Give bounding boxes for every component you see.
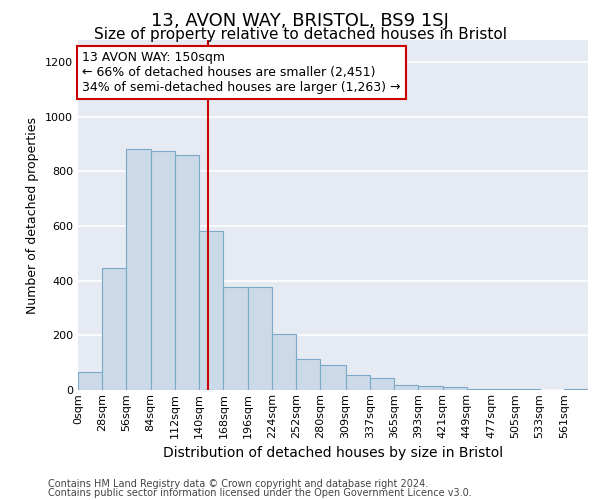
Bar bbox=[320, 366, 346, 390]
Bar bbox=[296, 358, 320, 390]
Bar bbox=[199, 232, 223, 390]
Bar bbox=[491, 388, 515, 390]
Text: 13 AVON WAY: 150sqm
← 66% of detached houses are smaller (2,451)
34% of semi-det: 13 AVON WAY: 150sqm ← 66% of detached ho… bbox=[82, 51, 401, 94]
Bar bbox=[102, 268, 127, 390]
X-axis label: Distribution of detached houses by size in Bristol: Distribution of detached houses by size … bbox=[163, 446, 503, 460]
Bar bbox=[78, 372, 102, 390]
Bar bbox=[248, 288, 272, 390]
Bar bbox=[346, 375, 370, 390]
Text: Contains public sector information licensed under the Open Government Licence v3: Contains public sector information licen… bbox=[48, 488, 472, 498]
Bar bbox=[443, 388, 467, 390]
Bar bbox=[370, 378, 394, 390]
Bar bbox=[394, 384, 418, 390]
Bar bbox=[223, 288, 248, 390]
Bar bbox=[272, 334, 296, 390]
Bar bbox=[127, 150, 151, 390]
Y-axis label: Number of detached properties: Number of detached properties bbox=[26, 116, 40, 314]
Text: 13, AVON WAY, BRISTOL, BS9 1SJ: 13, AVON WAY, BRISTOL, BS9 1SJ bbox=[151, 12, 449, 30]
Bar bbox=[564, 389, 588, 390]
Bar bbox=[175, 155, 199, 390]
Bar bbox=[151, 150, 175, 390]
Text: Size of property relative to detached houses in Bristol: Size of property relative to detached ho… bbox=[94, 28, 506, 42]
Bar bbox=[418, 386, 443, 390]
Text: Contains HM Land Registry data © Crown copyright and database right 2024.: Contains HM Land Registry data © Crown c… bbox=[48, 479, 428, 489]
Bar bbox=[467, 388, 491, 390]
